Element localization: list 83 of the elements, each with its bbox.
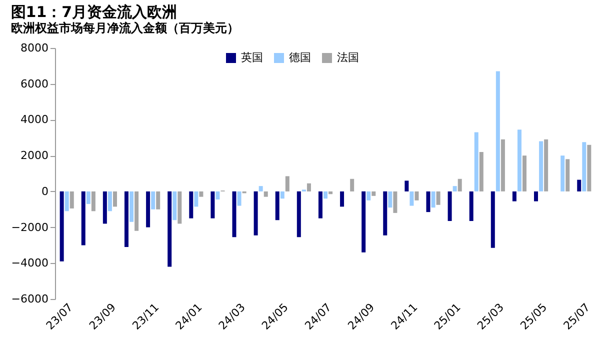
- bar: [172, 191, 177, 220]
- bar: [194, 191, 198, 207]
- bar: [81, 191, 86, 246]
- bar: [210, 191, 215, 218]
- bar: [216, 191, 220, 200]
- bar: [86, 191, 90, 204]
- bar: [522, 156, 527, 192]
- bar: [168, 191, 172, 267]
- bar: [479, 152, 484, 192]
- y-tick-label: 0: [42, 184, 48, 198]
- bar: [318, 191, 322, 218]
- y-tick-label: 4000: [20, 113, 48, 126]
- bar: [436, 191, 440, 205]
- bar: [431, 191, 436, 208]
- bar: [199, 191, 204, 197]
- bar: [362, 191, 366, 252]
- bar: [350, 178, 354, 192]
- bar: [410, 191, 414, 206]
- bar: [474, 132, 478, 192]
- y-tick-label: 8000: [20, 42, 48, 54]
- bar: [70, 191, 74, 208]
- bar: [393, 191, 398, 213]
- bar: [452, 186, 457, 192]
- bar: [414, 191, 419, 200]
- bar: [324, 191, 328, 199]
- bar: [124, 191, 128, 248]
- bar: [539, 141, 544, 192]
- bar: [366, 191, 371, 200]
- bar: [383, 191, 388, 236]
- bar: [372, 191, 376, 196]
- bar: [469, 191, 474, 222]
- bar: [517, 130, 522, 192]
- y-tick-label: −6000: [11, 292, 48, 306]
- bar: [60, 191, 64, 262]
- bar: [587, 144, 592, 192]
- bar: [544, 139, 548, 192]
- bar: [146, 191, 150, 228]
- y-tick-label: −2000: [11, 220, 48, 234]
- bar: [388, 191, 392, 208]
- chart-subtitle: 欧洲权益市场每月净流入金额（百万美元）: [10, 21, 239, 35]
- bar: [458, 178, 462, 192]
- bar: [91, 191, 96, 212]
- legend-label: 英国: [241, 51, 263, 64]
- bar: [264, 191, 268, 197]
- bar: [285, 176, 290, 192]
- bar: [296, 191, 301, 238]
- bar: [254, 191, 258, 236]
- bar: [582, 142, 586, 192]
- bar: [448, 191, 452, 222]
- bar: [232, 191, 236, 238]
- y-tick-label: 2000: [20, 149, 48, 162]
- bar: [566, 159, 570, 192]
- bar: [500, 139, 505, 192]
- bar: [178, 191, 182, 224]
- bar: [134, 191, 139, 231]
- bar: [108, 191, 112, 212]
- bar: [306, 183, 311, 192]
- bar: [426, 191, 430, 212]
- bar: [151, 191, 156, 210]
- bar: [577, 180, 582, 192]
- bar: [404, 180, 409, 192]
- bar: [560, 156, 565, 192]
- bar: [102, 191, 107, 224]
- bar: [189, 191, 194, 218]
- bar: [340, 191, 344, 207]
- bar: [275, 191, 280, 220]
- bar: [496, 71, 500, 192]
- bar: [112, 191, 117, 207]
- bar: [534, 191, 538, 202]
- y-tick-label: −4000: [11, 256, 48, 270]
- legend-label: 法国: [337, 51, 359, 64]
- bar: [280, 191, 284, 199]
- bar: [156, 191, 160, 210]
- bar: [64, 191, 69, 212]
- chart-title: 图11：7月资金流入欧洲: [10, 3, 178, 21]
- y-tick-label: 6000: [20, 77, 48, 90]
- bar: [237, 191, 242, 206]
- bar: [512, 191, 516, 202]
- bar: [130, 191, 134, 222]
- legend-label: 德国: [289, 51, 311, 64]
- bar: [490, 191, 495, 248]
- bar: [328, 191, 333, 194]
- bar: [258, 186, 263, 192]
